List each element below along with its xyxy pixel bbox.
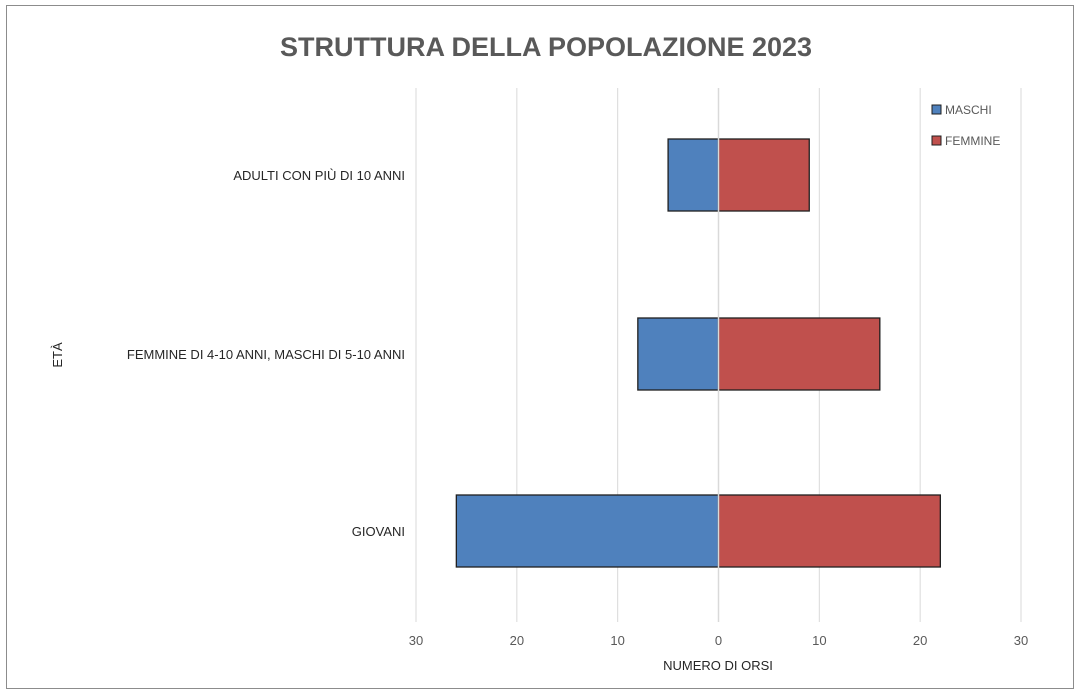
x-tick-label: 0 [715,633,722,648]
x-tick-label: 30 [1014,633,1028,648]
category-label: GIOVANI [352,524,405,539]
bar-maschi-0 [668,139,718,211]
y-axis-title: ETÀ [50,342,65,368]
category-label: FEMMINE DI 4-10 ANNI, MASCHI DI 5-10 ANN… [127,347,405,362]
category-labels: ADULTI CON PIÙ DI 10 ANNI FEMMINE DI 4-10… [127,168,405,539]
legend-swatch-femmine [932,136,941,145]
x-tick-label: 20 [510,633,524,648]
chart-title: STRUTTURA DELLA POPOLAZIONE 2023 [280,32,812,62]
bar-femmine-2 [719,495,941,567]
x-tick-label: 30 [409,633,423,648]
legend: MASCHI FEMMINE [932,103,1000,148]
x-tick-labels: 30 20 10 0 10 20 30 [409,633,1028,648]
x-tick-label: 20 [913,633,927,648]
legend-label-femmine: FEMMINE [945,134,1000,148]
x-axis-title: NUMERO DI ORSI [663,658,773,673]
bar-femmine-0 [719,139,810,211]
legend-swatch-maschi [932,105,941,114]
bars [456,88,940,622]
bar-maschi-2 [456,495,718,567]
bar-maschi-1 [638,318,719,390]
x-tick-label: 10 [812,633,826,648]
legend-label-maschi: MASCHI [945,103,992,117]
category-label: ADULTI CON PIÙ DI 10 ANNI [233,168,405,183]
bar-femmine-1 [719,318,880,390]
x-tick-label: 10 [610,633,624,648]
